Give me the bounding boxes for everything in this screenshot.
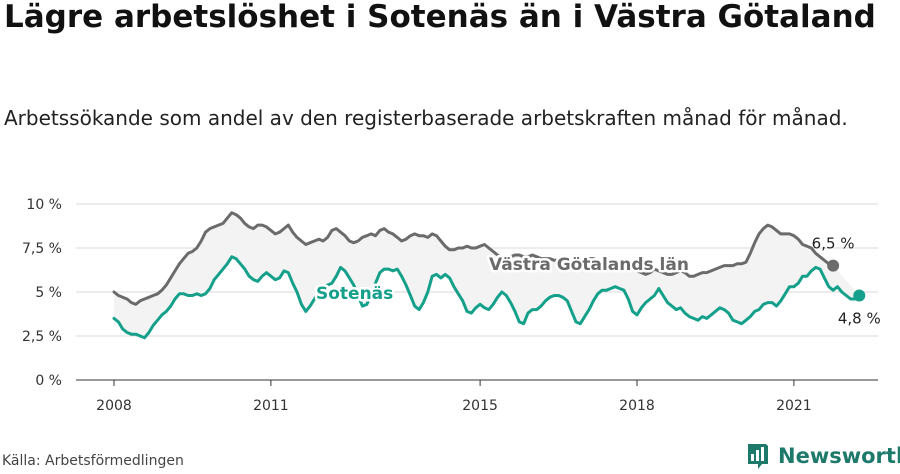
y-tick-label: 0 % bbox=[35, 373, 62, 389]
y-tick-label: 7,5 % bbox=[22, 241, 62, 257]
series-line-vastra-gotaland bbox=[112, 211, 835, 306]
chart-subtitle: Arbetssökande som andel av den registerb… bbox=[4, 106, 848, 130]
x-tick-label: 2008 bbox=[96, 398, 132, 414]
brand-name: Newsworthy bbox=[778, 444, 900, 468]
series-line-sotenas bbox=[112, 255, 861, 340]
x-tick-label: 2018 bbox=[619, 398, 655, 414]
end-marker-vastra-gotaland bbox=[827, 259, 840, 272]
x-tick-label: 2015 bbox=[462, 398, 498, 414]
y-tick-label: 2,5 % bbox=[22, 329, 62, 345]
source-note: Källa: Arbetsförmedlingen bbox=[2, 453, 184, 469]
brand-logo-group: Newsworthy bbox=[746, 442, 900, 470]
end-value-vastra-gotaland: 6,5 % bbox=[812, 235, 855, 253]
end-marker-sotenas bbox=[853, 289, 866, 302]
y-tick-label: 5 % bbox=[35, 285, 62, 301]
y-tick-label: 10 % bbox=[26, 197, 62, 213]
series-label-sotenas: Sotenäs bbox=[316, 284, 393, 304]
newsworthy-logo-icon bbox=[746, 442, 770, 470]
line-chart: 0 % 2,5 % 5 % 7,5 % 10 % 2008 2011 2015 2018 2021… bbox=[22, 197, 881, 414]
series-label-vastra-gotaland: Västra Götalands län bbox=[489, 255, 689, 275]
end-value-sotenas: 4,8 % bbox=[838, 310, 881, 328]
x-tick-label: 2011 bbox=[253, 398, 289, 414]
chart-title: Lägre arbetslöshet i Sotenäs än i Västra… bbox=[4, 0, 876, 35]
x-tick-label: 2021 bbox=[776, 398, 812, 414]
